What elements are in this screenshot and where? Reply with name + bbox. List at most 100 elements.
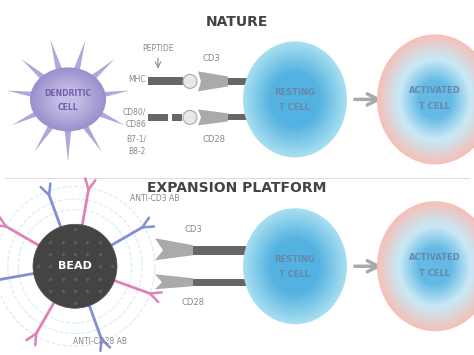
Ellipse shape <box>415 244 455 289</box>
Ellipse shape <box>57 89 79 110</box>
Ellipse shape <box>406 67 464 132</box>
Ellipse shape <box>396 223 474 310</box>
Ellipse shape <box>249 215 341 318</box>
Ellipse shape <box>246 212 344 321</box>
Text: ANTI-CD3 AB: ANTI-CD3 AB <box>130 194 179 203</box>
Polygon shape <box>198 71 228 91</box>
Ellipse shape <box>408 69 462 130</box>
Ellipse shape <box>412 240 458 292</box>
Ellipse shape <box>385 211 474 322</box>
Ellipse shape <box>387 213 474 320</box>
Ellipse shape <box>406 234 464 299</box>
Ellipse shape <box>255 55 335 143</box>
Ellipse shape <box>384 42 474 157</box>
Ellipse shape <box>403 64 467 135</box>
Ellipse shape <box>380 38 474 161</box>
Ellipse shape <box>411 72 459 126</box>
Ellipse shape <box>263 231 327 302</box>
Text: ACTIVATED: ACTIVATED <box>409 86 461 95</box>
Ellipse shape <box>46 81 90 118</box>
Ellipse shape <box>267 68 323 131</box>
Ellipse shape <box>259 60 331 139</box>
Ellipse shape <box>244 209 346 323</box>
Text: CD28: CD28 <box>182 298 204 307</box>
Ellipse shape <box>271 239 319 294</box>
Ellipse shape <box>269 70 321 129</box>
Bar <box>228 114 268 120</box>
Ellipse shape <box>389 48 474 151</box>
Ellipse shape <box>413 241 457 291</box>
Ellipse shape <box>385 44 474 155</box>
Ellipse shape <box>265 233 325 300</box>
Ellipse shape <box>404 231 466 301</box>
Ellipse shape <box>407 235 463 298</box>
Bar <box>148 77 183 86</box>
Ellipse shape <box>408 236 462 297</box>
Ellipse shape <box>416 78 454 121</box>
Ellipse shape <box>248 214 342 319</box>
Bar <box>148 114 168 121</box>
Ellipse shape <box>405 66 465 133</box>
Ellipse shape <box>266 234 324 299</box>
Ellipse shape <box>48 82 88 117</box>
Ellipse shape <box>405 233 465 300</box>
Ellipse shape <box>395 222 474 311</box>
Ellipse shape <box>403 230 467 302</box>
Ellipse shape <box>255 222 335 310</box>
Text: CD3: CD3 <box>184 225 202 234</box>
Ellipse shape <box>249 48 341 151</box>
Ellipse shape <box>255 54 336 144</box>
Ellipse shape <box>243 42 347 157</box>
Text: CD80/: CD80/ <box>123 108 146 117</box>
Text: CD28: CD28 <box>203 135 226 144</box>
Ellipse shape <box>269 237 321 296</box>
Ellipse shape <box>270 238 320 295</box>
Ellipse shape <box>54 87 82 112</box>
Ellipse shape <box>388 214 474 319</box>
Ellipse shape <box>53 86 83 113</box>
Text: PEPTIDE: PEPTIDE <box>142 44 174 53</box>
Text: RESTING: RESTING <box>274 88 315 97</box>
Bar <box>193 246 248 255</box>
Ellipse shape <box>270 71 320 128</box>
Text: EXPANSION PLATFORM: EXPANSION PLATFORM <box>147 181 327 195</box>
Ellipse shape <box>40 76 95 123</box>
Text: CD86: CD86 <box>125 120 146 129</box>
Text: B8-2: B8-2 <box>128 147 146 156</box>
Ellipse shape <box>253 52 337 147</box>
Ellipse shape <box>265 66 325 133</box>
Ellipse shape <box>251 217 339 316</box>
Ellipse shape <box>254 53 337 146</box>
Ellipse shape <box>381 206 474 327</box>
Ellipse shape <box>259 226 331 306</box>
Ellipse shape <box>244 43 346 156</box>
Ellipse shape <box>394 220 474 312</box>
Text: NATURE: NATURE <box>206 15 268 29</box>
Ellipse shape <box>253 219 337 313</box>
Ellipse shape <box>383 41 474 158</box>
Ellipse shape <box>263 64 327 135</box>
Ellipse shape <box>377 201 474 331</box>
Text: CELL: CELL <box>58 103 78 112</box>
Ellipse shape <box>379 203 474 329</box>
Ellipse shape <box>268 69 322 130</box>
Ellipse shape <box>37 73 99 125</box>
Ellipse shape <box>252 218 338 315</box>
Ellipse shape <box>413 75 457 124</box>
Ellipse shape <box>396 56 474 143</box>
Ellipse shape <box>414 76 456 123</box>
Ellipse shape <box>391 50 474 148</box>
Ellipse shape <box>411 239 459 293</box>
Ellipse shape <box>30 67 106 131</box>
Ellipse shape <box>402 229 468 303</box>
Ellipse shape <box>388 47 474 152</box>
Text: DENDRITIC: DENDRITIC <box>45 89 91 98</box>
Text: CD3: CD3 <box>203 54 221 64</box>
Bar <box>193 279 248 286</box>
Ellipse shape <box>246 45 344 154</box>
Ellipse shape <box>400 60 470 138</box>
Bar <box>172 114 182 121</box>
Text: T CELL: T CELL <box>419 269 450 278</box>
Ellipse shape <box>271 72 319 127</box>
Ellipse shape <box>378 36 474 163</box>
